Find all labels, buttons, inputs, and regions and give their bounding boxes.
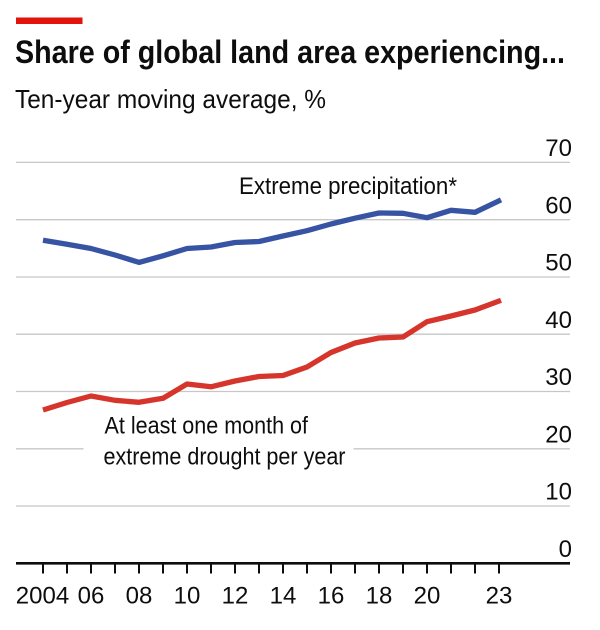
svg-text:14: 14 [270, 583, 297, 610]
svg-text:50: 50 [545, 250, 572, 277]
svg-text:Ten-year moving average, %: Ten-year moving average, % [15, 84, 326, 114]
svg-text:Extreme precipitation*: Extreme precipitation* [239, 173, 457, 200]
svg-text:20: 20 [545, 421, 572, 448]
svg-text:06: 06 [78, 583, 105, 610]
svg-text:At least one month of: At least one month of [105, 413, 309, 440]
svg-text:20: 20 [414, 583, 441, 610]
svg-text:40: 40 [545, 307, 572, 334]
svg-text:2004: 2004 [16, 583, 69, 610]
svg-text:10: 10 [174, 583, 201, 610]
svg-text:extreme drought per year: extreme drought per year [104, 444, 346, 471]
svg-text:Share of global land area expe: Share of global land area experiencing..… [15, 34, 565, 70]
svg-text:23: 23 [486, 583, 513, 610]
svg-text:30: 30 [545, 364, 572, 391]
svg-text:12: 12 [222, 583, 249, 610]
svg-text:08: 08 [126, 583, 153, 610]
svg-text:18: 18 [366, 583, 393, 610]
svg-text:0: 0 [559, 536, 572, 563]
svg-text:10: 10 [545, 479, 572, 506]
svg-text:16: 16 [318, 583, 345, 610]
svg-text:70: 70 [545, 135, 572, 162]
svg-text:60: 60 [545, 192, 572, 219]
